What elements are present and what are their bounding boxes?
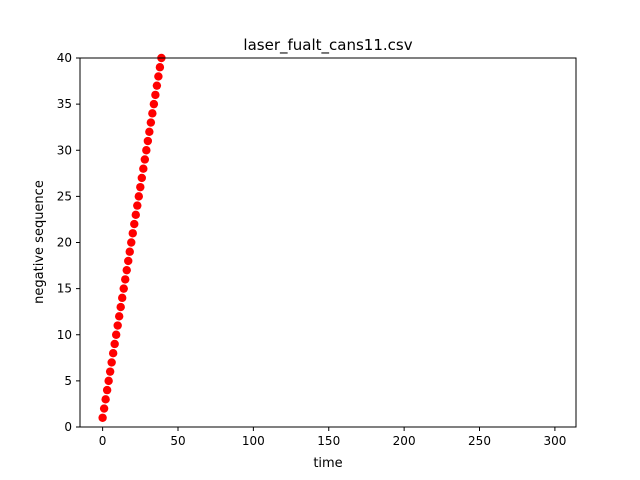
data-point	[143, 136, 153, 146]
y-tick-label: 25	[57, 189, 72, 203]
x-tick-label: 300	[543, 434, 566, 448]
data-point	[130, 219, 139, 229]
data-point	[154, 72, 163, 81]
data-point	[134, 192, 143, 201]
data-point	[104, 376, 113, 386]
plot-border	[79, 57, 577, 428]
x-axis-label: time	[313, 456, 342, 471]
data-point	[113, 321, 122, 330]
y-tick-label: 5	[64, 374, 72, 388]
y-tick-label: 30	[57, 143, 72, 157]
y-tick-label: 40	[57, 51, 72, 65]
x-tick-label: 100	[242, 434, 265, 448]
data-point	[107, 358, 116, 367]
data-point	[111, 330, 121, 339]
data-point	[131, 210, 140, 220]
data-point	[127, 238, 136, 247]
data-points	[98, 53, 166, 422]
data-point	[101, 395, 110, 404]
data-point	[152, 81, 162, 90]
x-tick-label: 0	[99, 434, 107, 448]
y-tick-label: 15	[57, 282, 72, 296]
data-point	[139, 164, 148, 173]
y-tick-label: 0	[64, 420, 72, 434]
data-point	[102, 385, 112, 395]
data-point	[108, 349, 118, 358]
data-point	[119, 284, 128, 293]
data-point	[122, 265, 131, 275]
data-point	[114, 312, 124, 321]
data-point	[116, 302, 125, 312]
x-tick-label: 250	[468, 434, 491, 448]
data-point	[105, 367, 115, 376]
data-point	[98, 413, 107, 422]
data-point	[110, 339, 119, 349]
data-point	[136, 182, 145, 192]
data-point	[125, 247, 134, 256]
y-axis: 0 5 10 15 20 25 30 35 40	[57, 51, 80, 434]
plot-area: 0 50 100 150 200 250 300 0 5 10 15 20 25 30 35 40	[57, 51, 577, 448]
data-point	[124, 256, 133, 266]
data-point	[99, 404, 109, 413]
data-point	[148, 109, 157, 118]
x-tick-label: 50	[170, 434, 185, 448]
y-tick-label: 10	[57, 328, 72, 342]
y-tick-label: 20	[57, 236, 72, 250]
data-point	[151, 90, 160, 100]
plot-background	[80, 58, 576, 427]
x-tick-label: 200	[393, 434, 416, 448]
data-point	[140, 155, 150, 164]
data-point	[142, 146, 151, 155]
data-point	[155, 63, 165, 72]
data-point	[118, 293, 127, 303]
x-tick-label: 150	[317, 434, 340, 448]
data-point	[145, 127, 154, 136]
data-point	[133, 201, 142, 210]
data-point	[128, 229, 137, 238]
y-axis-label: negative sequence	[32, 180, 47, 304]
data-point	[121, 275, 130, 284]
data-point	[149, 99, 159, 109]
chart-title: laser_fualt_cans11.csv	[243, 36, 412, 55]
data-point	[146, 118, 156, 127]
data-point	[137, 173, 147, 183]
y-tick-label: 35	[57, 97, 72, 111]
x-axis: 0 50 100 150 200 250 300	[99, 427, 566, 448]
